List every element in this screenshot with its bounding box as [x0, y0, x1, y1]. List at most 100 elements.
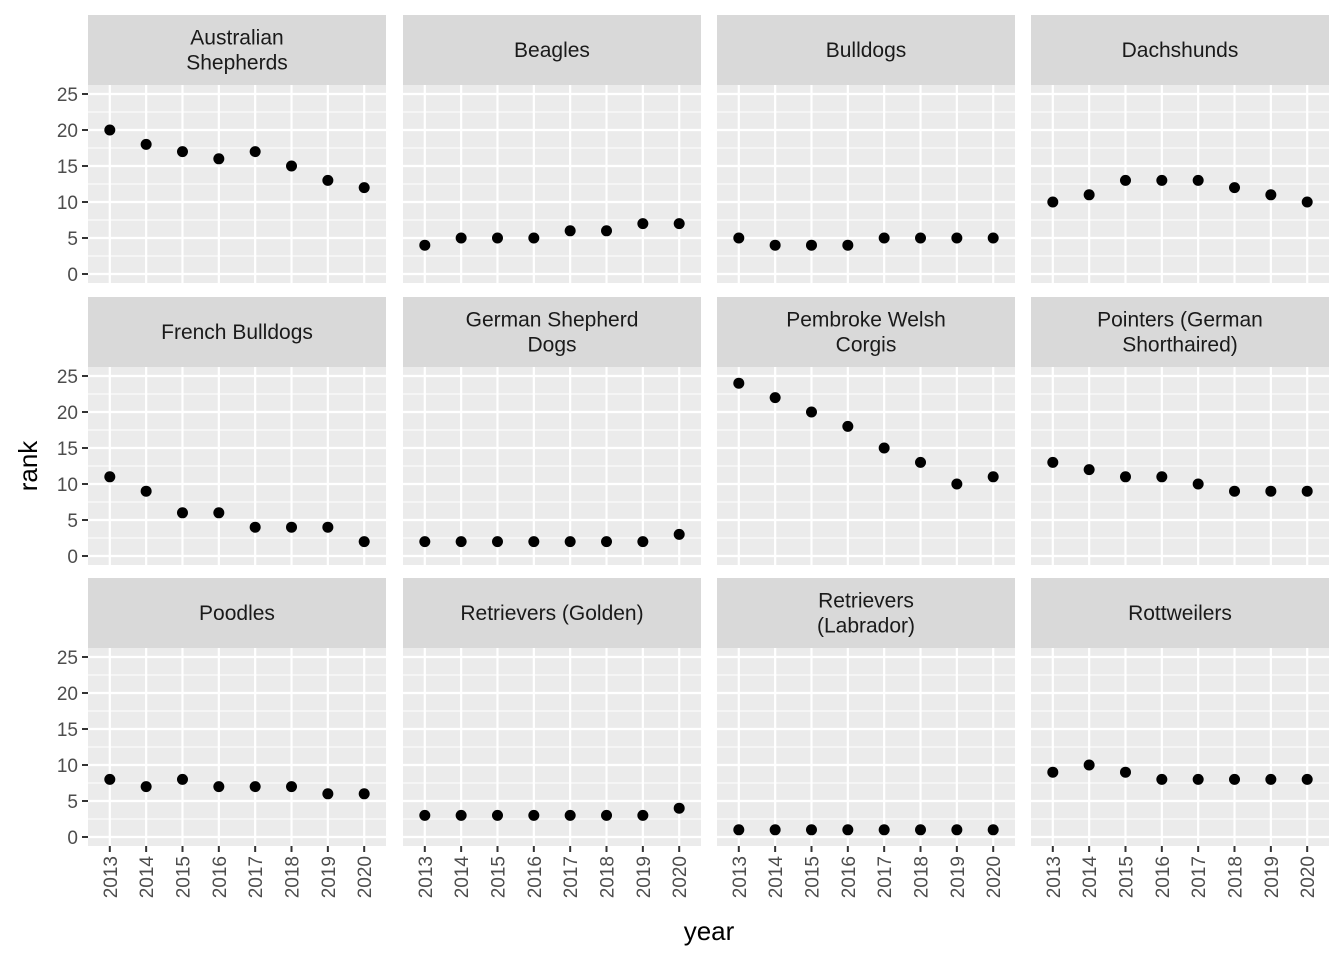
data-point [1156, 773, 1168, 785]
facet-strip [1031, 578, 1329, 648]
data-point [104, 471, 116, 483]
x-tick-label: 2019 [948, 856, 969, 898]
data-point [1301, 773, 1313, 785]
data-point [637, 536, 649, 548]
data-point [878, 442, 890, 454]
facet-title: French Bulldogs [161, 321, 313, 344]
facet-title: German Shepherd [466, 309, 639, 332]
data-point [842, 239, 854, 251]
data-point [673, 528, 685, 540]
data-point [1265, 773, 1277, 785]
data-point [805, 824, 817, 836]
data-point [491, 809, 503, 821]
data-point [286, 521, 298, 533]
facet-title: Retrievers (Golden) [460, 602, 643, 625]
data-point [1301, 196, 1313, 208]
data-point [455, 232, 467, 244]
x-tick-label: 2014 [1080, 856, 1101, 899]
data-point [491, 232, 503, 244]
data-point [1047, 766, 1059, 778]
data-point [358, 536, 370, 548]
data-point [1119, 174, 1131, 186]
data-point [140, 781, 152, 793]
data-point [491, 536, 503, 548]
y-tick-label: 25 [57, 85, 78, 106]
facet-panel: Dachshunds [1031, 15, 1329, 283]
data-point [637, 809, 649, 821]
data-point [1083, 189, 1095, 201]
y-tick-label: 10 [57, 475, 78, 496]
facet-panel: Retrievers(Labrador) [717, 578, 1015, 846]
facet-title: Dogs [527, 334, 576, 357]
data-point [176, 507, 188, 519]
data-point [842, 824, 854, 836]
data-point [915, 456, 927, 468]
x-tick-label: 2017 [1189, 856, 1210, 898]
data-point [601, 809, 613, 821]
data-point [140, 485, 152, 497]
facet-strip [1031, 15, 1329, 85]
facet-title: Australian [190, 27, 283, 50]
data-point [564, 225, 576, 237]
data-point [419, 536, 431, 548]
facet-title: Pointers (German [1097, 309, 1263, 332]
x-tick-label: 2016 [1153, 856, 1174, 898]
x-tick-label: 2016 [525, 856, 546, 898]
data-point [419, 809, 431, 821]
x-tick-label: 2020 [670, 856, 691, 898]
facet-title: Beagles [514, 39, 590, 62]
data-point [528, 809, 540, 821]
data-point [1301, 485, 1313, 497]
x-tick-label: 2018 [1226, 856, 1247, 898]
facet-title: Retrievers [818, 590, 914, 613]
y-tick-label: 5 [67, 229, 78, 250]
data-point [1047, 456, 1059, 468]
facet-panel: Bulldogs [717, 15, 1015, 283]
facet-title: Corgis [836, 334, 897, 357]
data-point [286, 160, 298, 172]
data-point [104, 124, 116, 136]
y-axis-title: rank [13, 440, 43, 492]
facet-strip [717, 15, 1015, 85]
data-point [878, 232, 890, 244]
y-axes: 0 5 10 15 20 25 0 5 10 15 20 25 0 5 10 15 20 25 [57, 85, 88, 849]
facet-strip [88, 297, 386, 367]
y-tick-label: 20 [57, 121, 78, 142]
data-point [1156, 174, 1168, 186]
data-point [733, 377, 745, 389]
x-tick-label: 2018 [598, 856, 619, 898]
facet-strip [403, 15, 701, 85]
facet-strip [88, 15, 386, 85]
data-point [140, 138, 152, 150]
x-axes: 2013 2014 2015 2016 2017 2018 2019 2020 2013 2014… [101, 846, 1319, 898]
data-point [987, 824, 999, 836]
facet-strip [403, 297, 701, 367]
data-point [176, 146, 188, 158]
data-point [673, 218, 685, 230]
data-point [733, 824, 745, 836]
data-point [733, 232, 745, 244]
data-point [1265, 485, 1277, 497]
data-point [769, 392, 781, 404]
facet-panel: Poodles [88, 578, 386, 846]
data-point [104, 773, 116, 785]
data-point [455, 536, 467, 548]
facet-title: Dachshunds [1122, 39, 1239, 62]
data-point [987, 232, 999, 244]
x-tick-label: 2013 [101, 856, 122, 898]
data-point [987, 471, 999, 483]
data-point [528, 232, 540, 244]
data-point [1083, 464, 1095, 476]
facet-panel: Beagles [403, 15, 701, 283]
y-tick-label: 15 [57, 157, 78, 178]
data-point [842, 420, 854, 432]
x-axis-title: year [684, 916, 735, 946]
y-tick-label: 5 [67, 792, 78, 813]
facet-panel: Rottweilers [1031, 578, 1329, 846]
data-point [769, 824, 781, 836]
facet-strip [88, 578, 386, 648]
